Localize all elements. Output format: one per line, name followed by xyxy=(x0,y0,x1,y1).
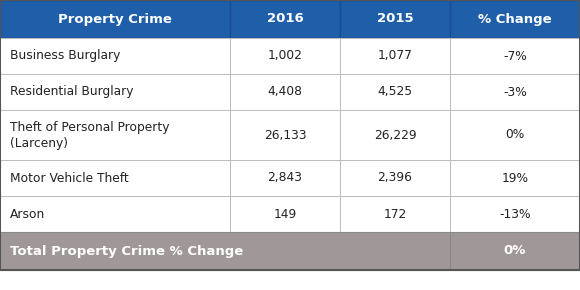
Text: 0%: 0% xyxy=(504,244,526,258)
Text: 1,002: 1,002 xyxy=(267,50,302,63)
Text: Business Burglary: Business Burglary xyxy=(10,50,121,63)
Text: 0%: 0% xyxy=(505,128,525,142)
Text: 4,408: 4,408 xyxy=(267,86,303,99)
Bar xyxy=(230,110,340,160)
Bar xyxy=(450,38,580,74)
Bar xyxy=(230,160,340,196)
Bar xyxy=(450,196,580,232)
Bar xyxy=(340,160,450,196)
Bar xyxy=(340,196,450,232)
Text: 4,525: 4,525 xyxy=(378,86,412,99)
Text: 1,077: 1,077 xyxy=(378,50,412,63)
Bar xyxy=(0,110,230,160)
Text: Theft of Personal Property
(Larceny): Theft of Personal Property (Larceny) xyxy=(10,121,169,150)
Text: 26,133: 26,133 xyxy=(264,128,306,142)
Bar xyxy=(450,0,580,38)
Text: 2015: 2015 xyxy=(376,12,414,26)
Text: -3%: -3% xyxy=(503,86,527,99)
Text: 2,843: 2,843 xyxy=(267,171,303,184)
Text: Property Crime: Property Crime xyxy=(58,12,172,26)
Text: 149: 149 xyxy=(273,208,296,220)
Bar xyxy=(450,160,580,196)
Bar xyxy=(340,38,450,74)
Bar xyxy=(450,110,580,160)
Text: Arson: Arson xyxy=(10,208,45,220)
Bar xyxy=(230,38,340,74)
Bar xyxy=(230,196,340,232)
Bar xyxy=(0,160,230,196)
Text: Residential Burglary: Residential Burglary xyxy=(10,86,133,99)
Bar xyxy=(0,74,230,110)
Bar xyxy=(230,0,340,38)
Bar xyxy=(0,38,230,74)
Text: 2016: 2016 xyxy=(267,12,303,26)
Text: 172: 172 xyxy=(383,208,407,220)
Text: -13%: -13% xyxy=(499,208,531,220)
Text: 2,396: 2,396 xyxy=(378,171,412,184)
Bar xyxy=(230,74,340,110)
Bar xyxy=(0,196,230,232)
Bar xyxy=(0,0,230,38)
Text: -7%: -7% xyxy=(503,50,527,63)
Bar xyxy=(340,110,450,160)
Bar xyxy=(340,74,450,110)
Text: 26,229: 26,229 xyxy=(374,128,416,142)
Text: Motor Vehicle Theft: Motor Vehicle Theft xyxy=(10,171,129,184)
Text: 19%: 19% xyxy=(502,171,528,184)
Bar xyxy=(340,0,450,38)
Text: Total Property Crime % Change: Total Property Crime % Change xyxy=(10,244,243,258)
Bar xyxy=(450,232,580,270)
Bar xyxy=(450,74,580,110)
Text: % Change: % Change xyxy=(478,12,552,26)
Bar xyxy=(0,232,450,270)
